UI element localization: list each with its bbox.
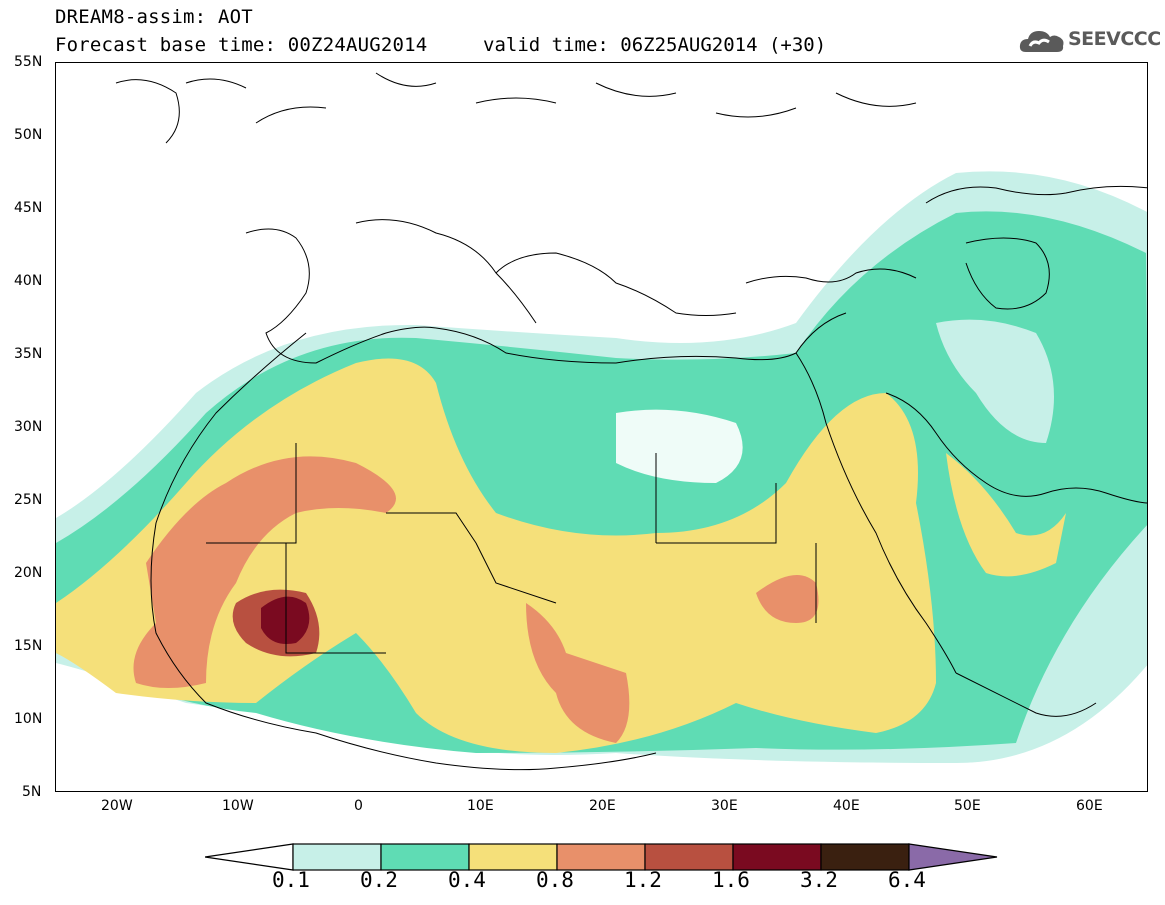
colorbar-bin-2 <box>468 843 558 871</box>
map-title: DREAM8-assim: AOT <box>55 6 253 28</box>
colorbar-bin-5 <box>732 843 822 871</box>
colorbar-label-0.1: 0.1 <box>272 868 310 892</box>
aot-map <box>55 62 1148 792</box>
lat-label-10n: 10N <box>14 711 43 727</box>
aot-contour-0.8-chad <box>526 603 630 743</box>
aot-contour-0.8-west <box>133 456 396 688</box>
forecast-base-time: Forecast base time: 00Z24AUG2014 <box>55 34 428 56</box>
lon-label-10w: 10W <box>222 798 254 814</box>
colorbar-label-1.2: 1.2 <box>624 868 662 892</box>
colorbar-label-6.4: 6.4 <box>888 868 926 892</box>
lon-label-40e: 40E <box>833 798 860 814</box>
seevccc-logo: SEEVCCC <box>1018 24 1161 56</box>
clear-patch-iran <box>936 319 1054 443</box>
colorbar-bin-0 <box>292 843 382 871</box>
colorbar-label-0.2: 0.2 <box>360 868 398 892</box>
colorbar-label-1.6: 1.6 <box>712 868 750 892</box>
lat-label-20n: 20N <box>14 565 43 581</box>
colorbar-bin-6 <box>820 843 910 871</box>
aot-contour-0.4-arabia <box>946 453 1066 577</box>
lon-label-30e: 30E <box>711 798 738 814</box>
lat-label-50n: 50N <box>14 127 43 143</box>
lat-label-40n: 40N <box>14 273 43 289</box>
lat-label-5n: 5N <box>22 784 42 800</box>
lat-label-25n: 25N <box>14 492 43 508</box>
lon-label-20e: 20E <box>589 798 616 814</box>
lon-label-60e: 60E <box>1076 798 1103 814</box>
colorbar-under-arrow <box>205 843 294 871</box>
lat-label-35n: 35N <box>14 346 43 362</box>
lat-label-15n: 15N <box>14 638 43 654</box>
colorbar-bin-1 <box>380 843 470 871</box>
valid-time: valid time: 06Z25AUG2014 (+30) <box>483 34 827 56</box>
aot-contour-0.8-sudan <box>756 575 819 623</box>
aot-colorbar <box>205 843 998 871</box>
lon-label-10e: 10E <box>467 798 494 814</box>
colorbar-bin-4 <box>644 843 734 871</box>
cloud-icon <box>1019 31 1064 52</box>
logo-text: SEEVCCC <box>1068 28 1161 50</box>
aot-field <box>56 72 1147 771</box>
aot-contour-1.6 <box>261 596 310 644</box>
lon-label-50e: 50E <box>954 798 981 814</box>
clear-patch-egypt <box>616 409 743 483</box>
lat-label-45n: 45N <box>14 200 43 216</box>
colorbar-label-3.2: 3.2 <box>800 868 838 892</box>
coastlines <box>115 72 1147 771</box>
lon-label-20w: 20W <box>101 798 133 814</box>
lat-label-55n: 55N <box>14 54 43 70</box>
lon-label-0: 0 <box>354 798 363 814</box>
colorbar-bin-3 <box>556 843 646 871</box>
colorbar-label-0.8: 0.8 <box>536 868 574 892</box>
lat-label-30n: 30N <box>14 419 43 435</box>
colorbar-label-0.4: 0.4 <box>448 868 486 892</box>
colorbar-over-arrow <box>908 843 998 871</box>
